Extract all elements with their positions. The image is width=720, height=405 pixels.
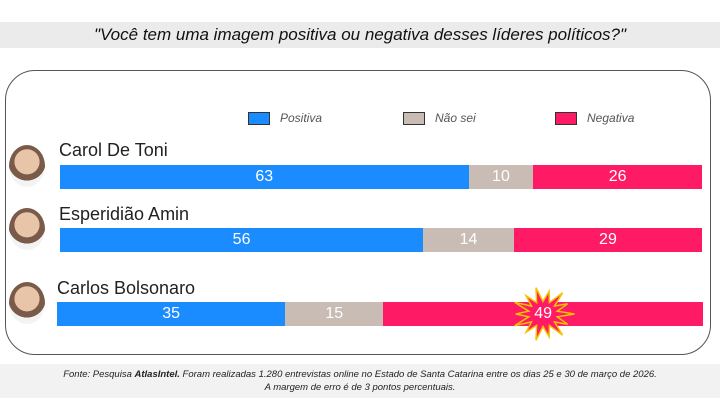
footer-source-name: AtlasIntel. [134, 369, 180, 380]
chart-frame [5, 70, 711, 355]
chart-title: "Você tem uma imagem positiva ou negativ… [0, 22, 720, 48]
data-label: 14 [459, 231, 478, 248]
bar-segment-não-sei: 14 [423, 228, 514, 252]
avatar [9, 145, 45, 187]
data-label: 10 [492, 168, 510, 185]
stacked-bar: 63 10 26 [60, 165, 702, 189]
data-label: 35 [162, 305, 181, 322]
category-label: Carlos Bolsonaro [57, 278, 196, 298]
footer-margin: A margem de erro é de 3 pontos percentua… [264, 382, 456, 393]
stacked-bar: 35 15 49 [57, 287, 703, 341]
category-label: Esperidião Amin [59, 204, 190, 224]
bar-segment-negativa: 26 [533, 165, 702, 189]
data-label: 26 [608, 168, 627, 185]
data-label: 63 [255, 168, 274, 185]
avatar [9, 208, 45, 250]
stacked-bar: 56 14 29 [60, 228, 702, 252]
legend-swatch [403, 111, 425, 125]
footer-source: Fonte: Pesquisa AtlasIntel. Foram realiz… [0, 364, 720, 398]
bar-segment-não-sei: 10 [468, 165, 534, 189]
bar-segment-positiva: 63 [60, 165, 469, 189]
legend-item: Positiva [248, 111, 322, 125]
category-label: Carol De Toni [59, 140, 168, 160]
footer-prefix: Fonte: Pesquisa [63, 369, 135, 380]
legend-label: Não sei [435, 111, 476, 125]
bar-segment-positiva: 56 [60, 228, 424, 252]
bar-segment-não-sei: 15 [285, 302, 384, 326]
legend-swatch [555, 111, 577, 125]
footer-text: Foram realizadas 1.280 entrevistas onlin… [179, 369, 657, 380]
bar-segment-positiva: 35 [57, 302, 286, 326]
legend-label: Negativa [587, 111, 635, 125]
data-label: 56 [232, 231, 251, 248]
avatar [9, 282, 45, 324]
bar-segment-negativa: 29 [513, 228, 702, 252]
data-label: 49 [534, 305, 553, 322]
data-label: 15 [325, 305, 344, 322]
data-label: 29 [599, 231, 617, 248]
legend-swatch [248, 111, 270, 125]
bar-segment-negativa: 49 [383, 287, 703, 341]
legend-item: Não sei [403, 111, 476, 125]
legend-label: Positiva [280, 111, 323, 125]
legend-item: Negativa [555, 111, 634, 125]
